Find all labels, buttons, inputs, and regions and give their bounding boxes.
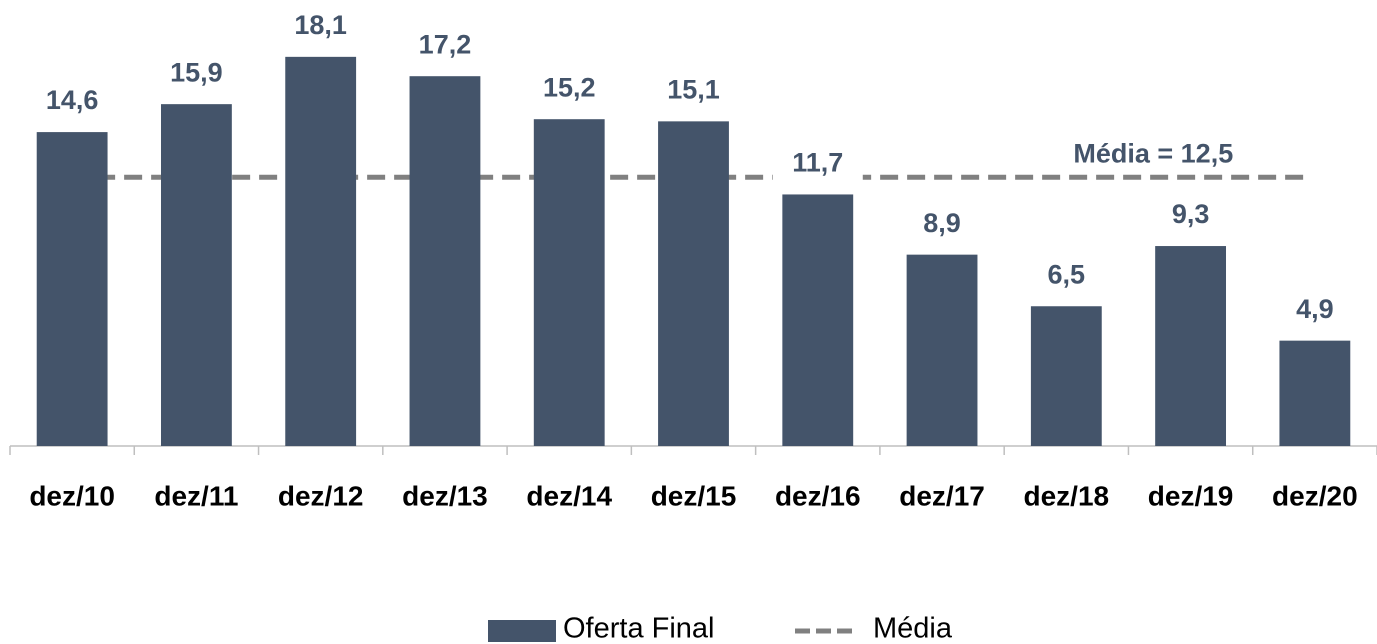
bar — [1155, 246, 1227, 446]
x-tick-label: dez/11 — [154, 480, 238, 511]
data-label: 9,3 — [1172, 199, 1210, 229]
data-label: 15,1 — [667, 74, 720, 104]
bar — [658, 121, 729, 446]
data-label: 6,5 — [1048, 259, 1086, 289]
data-label: 15,9 — [170, 57, 223, 87]
bar — [160, 104, 232, 447]
bar — [533, 119, 605, 446]
data-label: 11,7 — [792, 148, 843, 178]
legend-swatch — [488, 620, 556, 642]
x-tick-label: dez/10 — [29, 480, 115, 511]
bar — [409, 76, 481, 446]
legend-label: Média — [873, 613, 953, 644]
data-label: 8,9 — [923, 208, 961, 238]
data-label: 4,9 — [1296, 294, 1334, 324]
bar — [1279, 340, 1351, 446]
x-tick-label: dez/13 — [402, 480, 488, 511]
bar — [782, 194, 854, 446]
x-tick-label: dez/12 — [278, 480, 364, 511]
bar — [1030, 306, 1102, 446]
data-label: 18,1 — [294, 10, 347, 40]
legend-label: Oferta Final — [563, 613, 715, 644]
x-tick-label: dez/18 — [1024, 480, 1110, 511]
label-background — [772, 146, 863, 183]
x-tick-label: dez/19 — [1148, 480, 1234, 511]
mean-annotation: Média = 12,5 — [1073, 138, 1233, 168]
x-tick-label: dez/15 — [651, 480, 737, 511]
data-label: 15,2 — [543, 72, 596, 102]
x-tick-label: dez/16 — [775, 480, 861, 511]
bar — [285, 56, 357, 446]
x-tick-label: dez/14 — [526, 480, 612, 511]
data-label: 17,2 — [419, 29, 472, 59]
x-tick-label: dez/17 — [899, 480, 985, 511]
bar — [36, 132, 108, 446]
data-label: 14,6 — [46, 85, 99, 115]
bar — [906, 254, 978, 446]
x-tick-label: dez/20 — [1272, 480, 1358, 511]
